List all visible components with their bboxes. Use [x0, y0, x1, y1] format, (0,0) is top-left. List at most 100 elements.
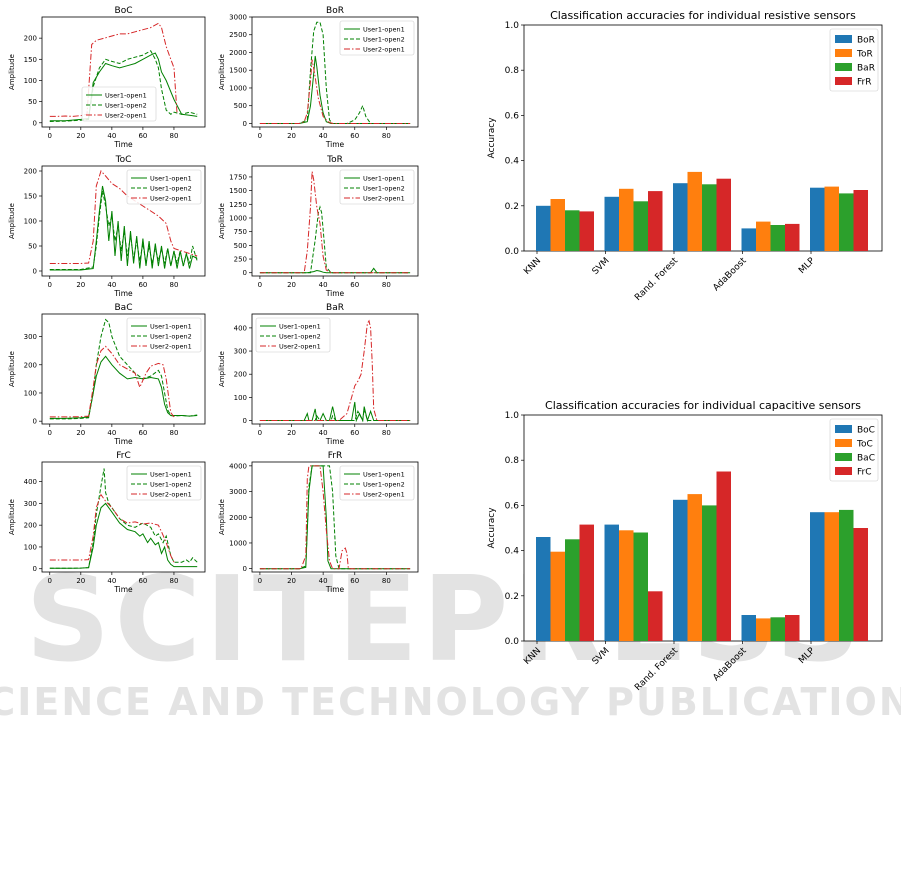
- y-tick-label: 0.6: [505, 501, 520, 511]
- y-tick-label: 2000: [229, 514, 247, 522]
- y-tick-label: 400: [24, 478, 37, 486]
- y-tick-label: 1000: [229, 84, 247, 92]
- legend-label: User1-open1: [363, 471, 405, 479]
- chart-title: FrC: [116, 451, 131, 461]
- legend-label: User1-open1: [363, 26, 405, 34]
- x-tick-label: 0: [48, 577, 52, 585]
- y-tick-label: 200: [24, 361, 37, 369]
- legend-box: [829, 28, 879, 92]
- bar-bac-rand-forest: [702, 505, 717, 641]
- bar-tor-adaboost: [756, 221, 771, 251]
- x-tick-label: 20: [287, 429, 296, 437]
- y-axis-label: Amplitude: [8, 351, 16, 387]
- x-tick-label: 0: [48, 132, 52, 140]
- legend-label: User2-open1: [279, 343, 321, 351]
- x-tick-label: 40: [107, 577, 116, 585]
- legend-label: User1-open2: [363, 36, 405, 44]
- bar-bor-adaboost: [741, 228, 756, 251]
- x-tick-label: 80: [169, 429, 178, 437]
- y-tick-label: 100: [24, 218, 37, 226]
- y-axis-label: Amplitude: [218, 54, 226, 90]
- legend: User1-open1 User1-open2 User2-open1: [339, 169, 415, 205]
- bar-bar-adaboost: [770, 225, 785, 251]
- series-line-user1-open2: [49, 318, 198, 420]
- y-tick-label: 0: [33, 119, 37, 127]
- legend-label: User2-open1: [363, 491, 405, 499]
- y-tick-label: 0: [33, 268, 37, 276]
- legend-label: User1-open1: [105, 92, 147, 100]
- y-tick-label: 0.2: [505, 592, 519, 602]
- bar-bac-svm: [633, 532, 648, 641]
- legend: User1-open1 User1-open2 User2-open1: [255, 317, 331, 353]
- y-tick-label: 0: [243, 565, 247, 573]
- series-line-user2-open1: [259, 465, 411, 570]
- bar-bor-rand-forest: [673, 183, 688, 251]
- legend-label: User1-open1: [150, 323, 192, 331]
- chart-title: FrR: [328, 451, 342, 461]
- legend-swatch: [835, 49, 852, 57]
- x-tick-label: 20: [287, 577, 296, 585]
- bar-boc-mlp: [810, 512, 825, 641]
- y-axis-label: Amplitude: [8, 203, 16, 239]
- legend-label: User1-open1: [150, 175, 192, 183]
- x-tick-label: 60: [138, 132, 147, 140]
- bar-chart-9: Classification accuracies for individual…: [487, 399, 883, 693]
- bar-bar-knn: [565, 210, 580, 251]
- y-tick-label: 0: [243, 417, 247, 425]
- x-tick-label: 0: [258, 429, 262, 437]
- legend: User1-open1 User1-open2 User2-open1: [81, 86, 157, 122]
- y-tick-label: 100: [234, 394, 247, 402]
- legend-swatch: [835, 467, 852, 475]
- x-tick-label: 80: [382, 577, 391, 585]
- y-tick-label: 0.8: [505, 456, 520, 466]
- x-tick-label: 60: [350, 429, 359, 437]
- y-tick-label: 50: [28, 243, 37, 251]
- x-tick-label: 40: [107, 281, 116, 289]
- x-tick-label: 20: [287, 132, 296, 140]
- x-tick-label: 20: [76, 281, 85, 289]
- x-tick-label: 40: [319, 132, 328, 140]
- x-tick-label: 60: [138, 429, 147, 437]
- chart-title: Classification accuracies for individual…: [550, 9, 856, 22]
- chart-title: BoR: [326, 6, 344, 16]
- chart-title: Classification accuracies for individual…: [545, 399, 861, 412]
- x-axis-label: Time: [325, 140, 345, 149]
- x-tick-label: 20: [76, 132, 85, 140]
- legend-label: User1-open2: [363, 185, 405, 193]
- x-tick-label: MLP: [797, 256, 817, 276]
- bar-bac-knn: [565, 539, 580, 641]
- series-line-user1-open2: [259, 21, 411, 124]
- x-tick-label: 60: [138, 281, 147, 289]
- line-chart-bor: BoR Time Amplitude 0 20 40 60 80 0 500 1000 1500 200…: [218, 6, 419, 149]
- y-axis-label: Amplitude: [8, 54, 16, 90]
- legend-label: User1-open1: [150, 471, 192, 479]
- bar-frc-mlp: [853, 528, 868, 641]
- legend-swatch: [835, 453, 852, 461]
- x-tick-label: 0: [48, 429, 52, 437]
- y-tick-label: 500: [234, 242, 247, 250]
- y-tick-label: 0.0: [505, 247, 520, 257]
- y-tick-label: 300: [24, 333, 37, 341]
- legend-label: BoC: [857, 426, 875, 436]
- y-tick-label: 0: [33, 418, 37, 426]
- y-tick-label: 3000: [229, 488, 247, 496]
- series-line-user1-open1: [49, 502, 198, 569]
- y-tick-label: 0.0: [505, 637, 520, 647]
- legend-label: User1-open2: [105, 102, 147, 110]
- x-axis-label: Time: [113, 585, 133, 594]
- bar-frr-svm: [648, 191, 663, 251]
- bar-boc-rand-forest: [673, 499, 688, 642]
- y-tick-label: 0: [243, 269, 247, 277]
- y-axis-label: Amplitude: [8, 499, 16, 535]
- series-line-user2-open1: [49, 493, 175, 563]
- y-axis-label: Accuracy: [487, 507, 497, 549]
- bar-frc-adaboost: [785, 615, 800, 641]
- y-tick-label: 200: [24, 35, 37, 43]
- y-axis-label: Accuracy: [487, 117, 497, 159]
- bar-frc-rand-forest: [716, 471, 731, 641]
- y-tick-label: 100: [24, 77, 37, 85]
- legend-label: BoR: [857, 36, 875, 46]
- bar-bor-mlp: [810, 187, 825, 251]
- x-tick-label: 60: [350, 577, 359, 585]
- y-tick-label: 1250: [229, 201, 247, 209]
